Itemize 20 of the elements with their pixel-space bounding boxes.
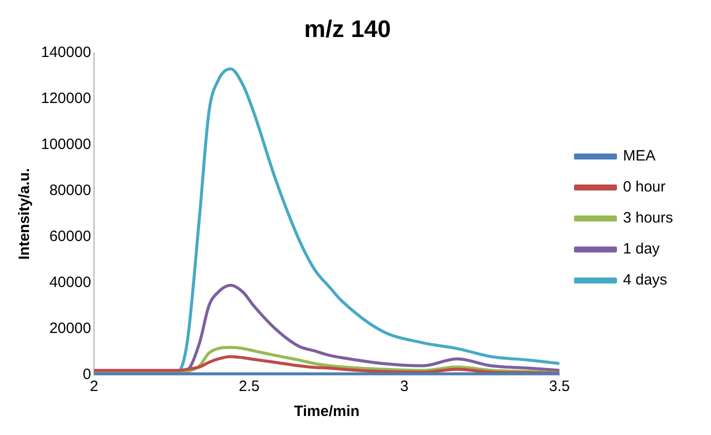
legend-label: MEA bbox=[622, 148, 656, 165]
y-tick-label: 140000 bbox=[40, 44, 92, 61]
x-tick-label: 3.5 bbox=[549, 378, 570, 396]
y-tick-label: 100000 bbox=[40, 136, 92, 153]
y-tick-label: 120000 bbox=[40, 90, 92, 107]
y-tick-label: 40000 bbox=[49, 274, 92, 292]
legend-label: 0 hour bbox=[622, 178, 666, 196]
x-tick-label: 2 bbox=[90, 378, 98, 396]
y-axis-title: Intensity/a.u. bbox=[16, 168, 34, 260]
legend-label: 1 day bbox=[622, 240, 660, 258]
y-tick-label: 0 bbox=[82, 366, 92, 384]
x-tick-label: 3 bbox=[400, 378, 408, 396]
y-tick-label: 80000 bbox=[49, 182, 92, 200]
legend-label: 3 hours bbox=[622, 210, 674, 227]
y-tick-label: 60000 bbox=[49, 228, 92, 246]
chart-title: m/z 140 bbox=[304, 16, 391, 44]
y-tick-label: 20000 bbox=[49, 320, 92, 338]
x-tick-label: 2.5 bbox=[238, 378, 260, 396]
legend-label: 4 days bbox=[622, 272, 668, 289]
x-axis-title: Time/min bbox=[294, 403, 360, 420]
